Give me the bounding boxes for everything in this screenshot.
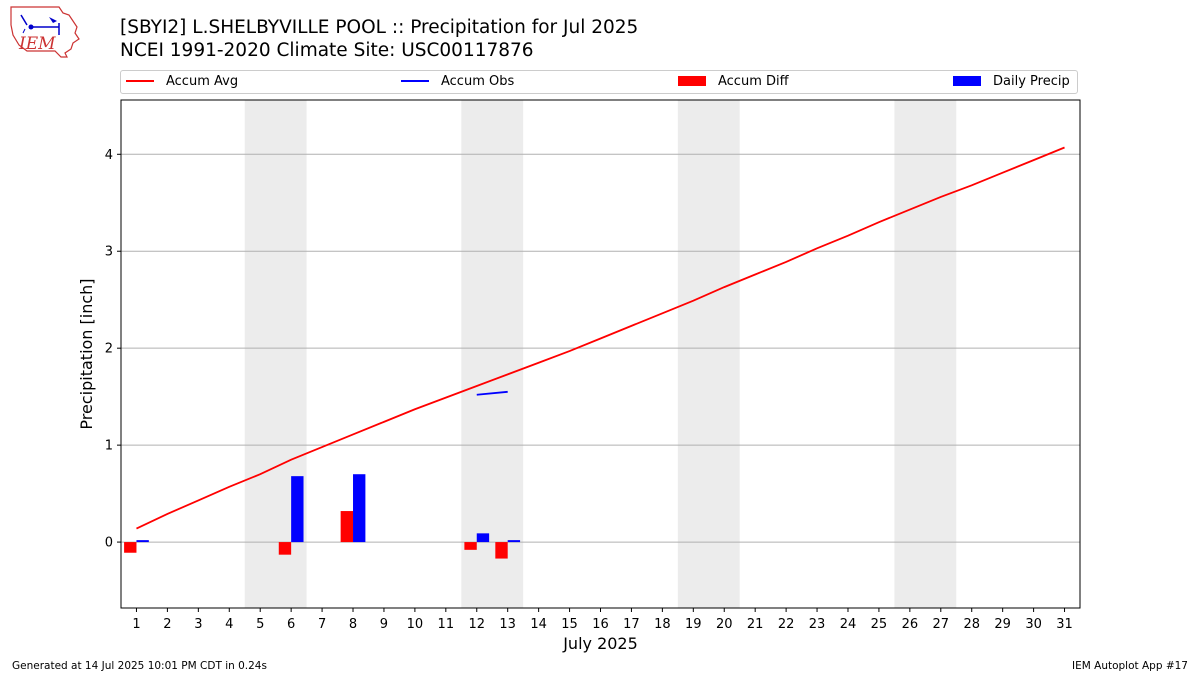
legend-swatch-daily-precip <box>953 75 981 86</box>
legend-item-accum-obs: Accum Obs <box>401 74 514 90</box>
accum-diff-bar-1 <box>124 542 137 553</box>
xtick-label-18: 18 <box>654 617 671 632</box>
xtick-label-22: 22 <box>778 617 795 632</box>
legend-item-accum-avg: Accum Avg <box>126 74 238 90</box>
xtick-label-30: 30 <box>1025 617 1042 632</box>
xtick-label-15: 15 <box>561 617 578 632</box>
accum-avg-line <box>136 146 1065 530</box>
y-axis-label: Precipitation [inch] <box>77 278 96 429</box>
xtick-label-23: 23 <box>809 617 826 632</box>
daily-precip-bar-1 <box>136 540 149 543</box>
xtick-label-11: 11 <box>438 617 455 632</box>
daily-precip-bar-12 <box>476 533 490 543</box>
xtick-label-17: 17 <box>623 617 640 632</box>
xtick-label-6: 6 <box>287 617 295 632</box>
xtick-label-25: 25 <box>871 617 888 632</box>
legend-label-accum-obs: Accum Obs <box>441 74 515 89</box>
chart-subtitle: NCEI 1991-2020 Climate Site: USC00117876 <box>120 40 534 61</box>
chart-title: [SBYI2] L.SHELBYVILLE POOL :: Precipitat… <box>120 17 639 38</box>
legend-label-accum-avg: Accum Avg <box>166 74 239 89</box>
ytick-label-4: 4 <box>105 148 113 163</box>
xtick-label-3: 3 <box>194 617 202 632</box>
ytick-label-0: 0 <box>105 536 113 551</box>
legend-swatch-accum-avg <box>126 79 154 82</box>
accum-diff-bar-13 <box>495 542 508 559</box>
daily-precip-bar-13 <box>507 540 521 543</box>
daily-precip-bar-8 <box>353 474 366 543</box>
weekend-shade-2 <box>677 100 740 608</box>
legend-swatch-accum-obs <box>401 79 429 82</box>
legend: Accum Avg Accum Obs Accum Diff Daily Pre… <box>120 70 1078 94</box>
xtick-label-4: 4 <box>225 617 233 632</box>
ytick-label-2: 2 <box>105 342 113 357</box>
xtick-label-26: 26 <box>902 617 919 632</box>
legend-swatch-accum-diff <box>678 75 706 86</box>
weekend-shade-1 <box>461 100 524 608</box>
xtick-label-28: 28 <box>963 617 980 632</box>
accum-diff-bar-8 <box>340 511 354 543</box>
xtick-label-12: 12 <box>468 617 485 632</box>
footer-app: IEM Autoplot App #17 <box>1072 660 1188 672</box>
ytick-label-3: 3 <box>105 245 113 260</box>
legend-label-daily-precip: Daily Precip <box>993 74 1070 89</box>
xtick-label-16: 16 <box>592 617 609 632</box>
xtick-label-14: 14 <box>530 617 547 632</box>
xtick-label-21: 21 <box>747 617 764 632</box>
xtick-label-20: 20 <box>716 617 733 632</box>
daily-precip-bar-6 <box>291 476 304 543</box>
weekend-shade-3 <box>894 100 957 608</box>
xtick-label-19: 19 <box>685 617 702 632</box>
xtick-label-27: 27 <box>933 617 950 632</box>
legend-item-daily-precip: Daily Precip <box>953 74 1070 90</box>
xtick-label-29: 29 <box>994 617 1011 632</box>
xtick-label-10: 10 <box>407 617 424 632</box>
iem-logo: IEM <box>10 6 80 58</box>
x-axis-label: July 2025 <box>562 634 638 653</box>
xtick-label-7: 7 <box>318 617 326 632</box>
xtick-label-1: 1 <box>132 617 140 632</box>
xtick-label-31: 31 <box>1056 617 1073 632</box>
xtick-label-13: 13 <box>499 617 516 632</box>
logo-text: IEM <box>18 34 56 54</box>
xtick-label-2: 2 <box>163 617 171 632</box>
legend-label-accum-diff: Accum Diff <box>718 74 789 89</box>
xtick-label-9: 9 <box>380 617 388 632</box>
xtick-label-24: 24 <box>840 617 857 632</box>
accum-diff-bar-12 <box>464 542 477 550</box>
xtick-label-5: 5 <box>256 617 264 632</box>
accum-obs-line <box>476 390 508 396</box>
accum-diff-bar-6 <box>278 542 292 555</box>
plot-frame <box>120 99 1081 609</box>
ytick-label-1: 1 <box>105 439 113 454</box>
xtick-label-8: 8 <box>349 617 357 632</box>
legend-item-accum-diff: Accum Diff <box>678 74 789 90</box>
footer-generated: Generated at 14 Jul 2025 10:01 PM CDT in… <box>12 660 267 672</box>
